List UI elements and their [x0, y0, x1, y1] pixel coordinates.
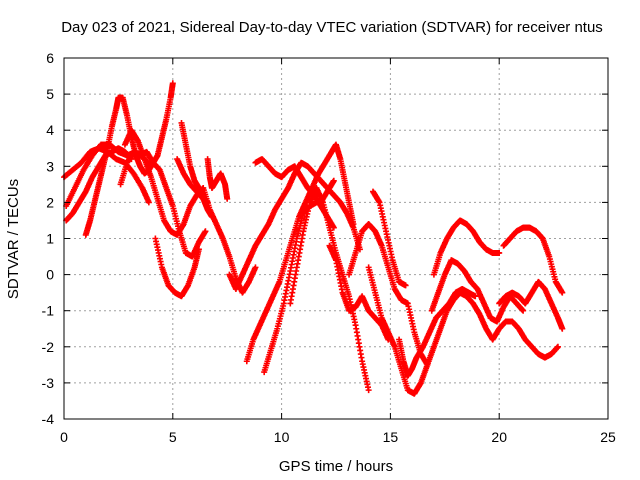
y-tick-label: 4	[46, 122, 54, 138]
y-tick-label: -2	[42, 339, 55, 355]
series-track-9	[178, 119, 215, 220]
series-track-2	[63, 145, 135, 224]
series-track-16	[326, 242, 392, 343]
series-track-6	[121, 127, 259, 296]
data-point	[202, 228, 209, 235]
x-tick-label: 0	[60, 429, 68, 445]
data-point	[559, 289, 566, 296]
series-track-7	[152, 235, 202, 300]
y-axis-label: SDTVAR / TECUs	[5, 179, 22, 299]
axis-ticks: 0 5 10 15 20 25 -4 -3 -2 -1 0 1 2 3 4 5 6	[42, 50, 616, 445]
y-tick-label: 6	[46, 50, 54, 66]
data-point	[145, 199, 152, 206]
x-tick-label: 10	[274, 429, 290, 445]
y-tick-label: 1	[46, 231, 54, 247]
data-point	[520, 307, 527, 314]
data-point	[402, 282, 409, 289]
data-point	[472, 293, 479, 300]
chart-title: Day 023 of 2021, Sidereal Day-to-day VTE…	[61, 19, 603, 36]
y-tick-label: -3	[42, 375, 55, 391]
data-point	[330, 177, 337, 184]
y-tick-label: -4	[42, 411, 55, 427]
series-track-24	[496, 278, 566, 332]
x-tick-label: 20	[491, 429, 507, 445]
y-tick-label: -1	[42, 303, 55, 319]
data-point	[559, 325, 566, 332]
data-point	[365, 387, 372, 394]
x-tick-label: 5	[169, 429, 177, 445]
data-point	[195, 246, 202, 253]
y-tick-label: 0	[46, 267, 54, 283]
series-track-22	[430, 217, 503, 278]
series-track-15	[287, 184, 372, 394]
data-point	[554, 343, 561, 350]
x-tick-label: 15	[383, 429, 399, 445]
data-point	[496, 249, 503, 256]
data-points	[61, 80, 566, 397]
series-track-20	[396, 286, 479, 379]
series-track-11	[252, 156, 337, 231]
y-tick-label: 3	[46, 158, 54, 174]
series-track-10	[204, 156, 231, 202]
series-track-18	[369, 188, 409, 289]
data-point	[224, 195, 231, 202]
x-axis-label: GPS time / hours	[279, 458, 393, 475]
y-tick-label: 2	[46, 194, 54, 210]
series-track-21	[428, 257, 527, 325]
data-point	[350, 221, 357, 228]
data-point	[252, 264, 259, 271]
series-track-23	[500, 224, 566, 296]
data-point	[208, 213, 215, 220]
x-tick-label: 25	[600, 429, 616, 445]
data-point	[169, 80, 176, 87]
y-tick-label: 5	[46, 86, 54, 102]
series-track-19	[365, 264, 561, 397]
series-track-14	[261, 177, 337, 376]
